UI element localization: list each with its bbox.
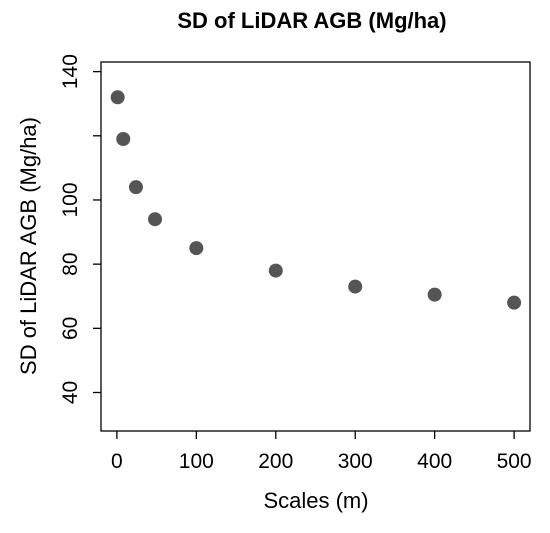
- y-tick-label: 40: [59, 381, 82, 404]
- y-axis-label: SD of LiDAR AGB (Mg/ha): [16, 117, 41, 375]
- data-point: [348, 279, 363, 294]
- data-points: [110, 90, 522, 310]
- y-tick-label: 60: [59, 317, 82, 340]
- data-point: [427, 287, 442, 302]
- data-point: [507, 295, 522, 310]
- data-point: [268, 263, 283, 278]
- data-point: [128, 180, 143, 195]
- x-axis: 0 100 200 300 400 500: [111, 431, 532, 473]
- chart-title: SD of LiDAR AGB (Mg/ha): [177, 8, 446, 33]
- data-point: [189, 241, 204, 256]
- y-tick-label: 80: [59, 252, 82, 275]
- plot-frame: [100, 61, 531, 432]
- x-tick-label: 300: [338, 450, 373, 473]
- data-point: [110, 90, 125, 105]
- x-axis-label: Scales (m): [263, 488, 368, 513]
- y-tick-label: 140: [59, 54, 82, 89]
- data-point: [116, 132, 131, 147]
- x-tick-label: 100: [179, 450, 214, 473]
- x-tick-label: 200: [258, 450, 293, 473]
- x-tick-label: 500: [497, 450, 532, 473]
- x-tick-label: 400: [417, 450, 452, 473]
- x-tick-label: 0: [111, 450, 123, 473]
- y-tick-label: 100: [59, 182, 82, 217]
- data-point: [148, 212, 163, 227]
- y-axis: 40 60 80 100 140: [59, 54, 101, 404]
